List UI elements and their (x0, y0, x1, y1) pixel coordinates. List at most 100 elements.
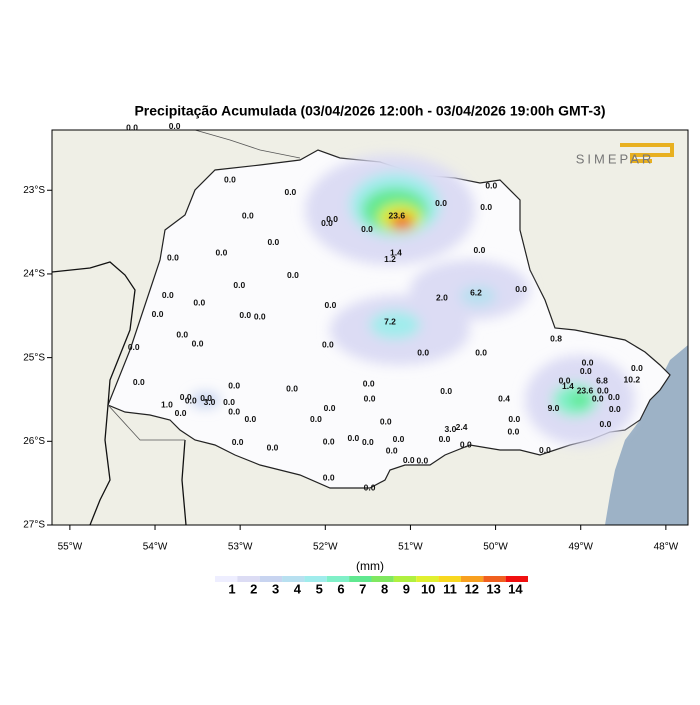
station-value: 0.0 (364, 394, 376, 404)
station-value: 0.0 (380, 416, 392, 426)
station-value: 1.2 (384, 254, 396, 264)
y-tick-label: 24°S (23, 269, 45, 280)
station-value: 0.0 (417, 348, 429, 358)
station-value: 0.0 (162, 290, 174, 300)
colorbar-label: 12 (465, 581, 479, 596)
station-value: 1.4 (390, 247, 402, 257)
colorbar-label: 5 (316, 581, 323, 596)
map-area (52, 130, 688, 525)
station-value: 6.2 (470, 287, 482, 297)
station-value: 0.0 (361, 224, 373, 234)
station-value: 0.0 (223, 397, 235, 407)
station-value: 0.0 (323, 436, 335, 446)
station-value: 0.0 (475, 348, 487, 358)
x-tick-label: 52°W (313, 542, 338, 553)
station-value: 0.0 (508, 426, 520, 436)
station-value: 0.0 (435, 198, 447, 208)
station-value: 2.4 (456, 422, 468, 432)
station-value: 0.0 (126, 123, 138, 133)
x-tick-label: 50°W (483, 542, 508, 553)
station-value: 0.0 (403, 455, 415, 465)
station-value: 0.0 (321, 218, 333, 228)
border (89, 404, 111, 525)
station-value: 0.0 (192, 338, 204, 348)
colorbar-label: 14 (508, 581, 523, 596)
station-value: 0.0 (515, 284, 527, 294)
station-value: 0.0 (228, 380, 240, 390)
station-value: 0.0 (324, 403, 336, 413)
station-value: 0.0 (242, 210, 254, 220)
station-value: 0.0 (169, 121, 181, 131)
colorbar-swatch (393, 576, 417, 582)
station-value: 0.0 (232, 437, 244, 447)
colorbar-label: 11 (443, 581, 457, 596)
station-value: 0.0 (326, 214, 338, 224)
station-value: 0.0 (460, 440, 472, 450)
colorbar-swatch (237, 576, 260, 582)
station-value: 3.0 (445, 424, 457, 434)
station-value: 0.0 (193, 297, 205, 307)
station-value: 0.4 (498, 394, 510, 404)
station-value: 0.0 (286, 384, 298, 394)
colorbar-swatch (349, 576, 372, 582)
station-value: 0.0 (582, 358, 594, 368)
colorbar-swatch (460, 576, 484, 582)
station-value: 0.0 (267, 442, 279, 452)
station-value: 0.0 (508, 414, 520, 424)
station-value: 0.0 (287, 270, 299, 280)
y-tick-label: 23°S (23, 185, 45, 196)
map-title: Precipitação Acumulada (03/04/2026 12:00… (134, 103, 605, 119)
station-value: 0.0 (224, 174, 236, 184)
border (107, 404, 185, 441)
colorbar-label: 2 (250, 581, 257, 596)
station-value: 0.0 (362, 437, 374, 447)
station-value: 0.0 (580, 366, 592, 376)
station-value: 0.0 (631, 363, 643, 373)
station-value: 0.0 (228, 406, 240, 416)
station-value: 0.8 (550, 333, 562, 343)
station-value: 0.0 (364, 482, 376, 492)
station-value: 6.8 (596, 375, 608, 385)
station-value: 10.2 (624, 374, 641, 384)
station-value: 0.0 (310, 414, 322, 424)
station-value: 23.6 (389, 210, 406, 220)
station-value: 0.0 (167, 252, 179, 262)
logo-text: SIMEPAR (576, 151, 655, 166)
station-value: 0.0 (473, 245, 485, 255)
station-value: 0.0 (439, 434, 451, 444)
station-value: 0.0 (599, 419, 611, 429)
y-tick-label: 25°S (23, 352, 45, 363)
station-value: 0.0 (608, 392, 620, 402)
station-value: 0.0 (440, 386, 452, 396)
colorbar-unit: (mm) (356, 559, 384, 573)
station-value: 0.0 (254, 312, 266, 322)
colorbar-label: 4 (294, 581, 302, 596)
colorbar-label: 6 (337, 581, 344, 596)
colorbar-swatch (416, 576, 439, 582)
station-value: 0.0 (347, 433, 359, 443)
colorbar-label: 8 (381, 581, 388, 596)
station-value: 0.0 (592, 394, 604, 404)
border (194, 130, 301, 159)
border (52, 261, 136, 406)
border (181, 439, 187, 525)
colorbar-label: 3 (272, 581, 279, 596)
colorbar-label: 10 (421, 581, 435, 596)
station-value: 0.0 (609, 404, 621, 414)
station-value: 2.0 (436, 292, 448, 302)
colorbar-swatch (215, 576, 238, 582)
station-value: 0.0 (363, 379, 375, 389)
station-value: 0.0 (216, 247, 228, 257)
ocean (605, 340, 688, 525)
station-value: 0.0 (233, 280, 245, 290)
station-value: 0.0 (284, 187, 296, 197)
station-value: 0.0 (176, 329, 188, 339)
station-value: 0.0 (539, 445, 551, 455)
colorbar-swatch (304, 576, 327, 582)
logo: SIMEPAR (576, 143, 674, 166)
x-tick-label: 55°W (58, 542, 83, 553)
station-value: 0.0 (323, 472, 335, 482)
colorbar-swatch (259, 576, 283, 582)
x-tick-label: 49°W (568, 542, 593, 553)
station-value: 0.0 (416, 456, 428, 466)
